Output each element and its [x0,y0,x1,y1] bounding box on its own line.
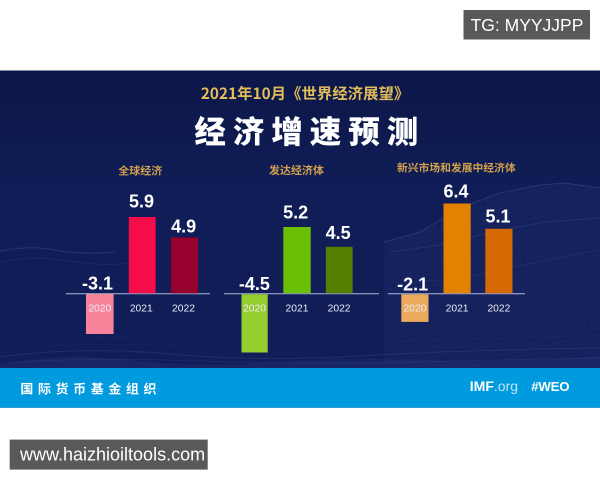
svg-text:2021: 2021 [446,304,469,315]
svg-text:4.9: 4.9 [171,217,196,237]
svg-text:2021: 2021 [130,304,153,315]
svg-text:-2.1: -2.1 [397,275,428,295]
svg-text:2020: 2020 [403,304,426,315]
svg-text:4.5: 4.5 [326,223,351,243]
svg-text:www.haizhioiltools.com: www.haizhioiltools.com [19,445,205,465]
svg-text:5.2: 5.2 [283,203,308,223]
svg-text:6.4: 6.4 [443,181,468,201]
svg-text:TG: MYYJJPP: TG: MYYJJPP [471,15,584,35]
svg-text:IMF.org#WEO: IMF.org #WEO [470,378,570,394]
svg-text:2022: 2022 [487,304,510,315]
svg-text:2020: 2020 [243,304,266,315]
svg-text:2022: 2022 [172,304,195,315]
svg-text:2021: 2021 [286,304,309,315]
svg-text:-3.1: -3.1 [82,274,113,294]
svg-text:2022: 2022 [328,304,351,315]
svg-text:-4.5: -4.5 [239,274,270,294]
svg-text:5.9: 5.9 [129,192,154,212]
svg-text:5.1: 5.1 [485,207,510,227]
svg-text:2020: 2020 [88,304,111,315]
